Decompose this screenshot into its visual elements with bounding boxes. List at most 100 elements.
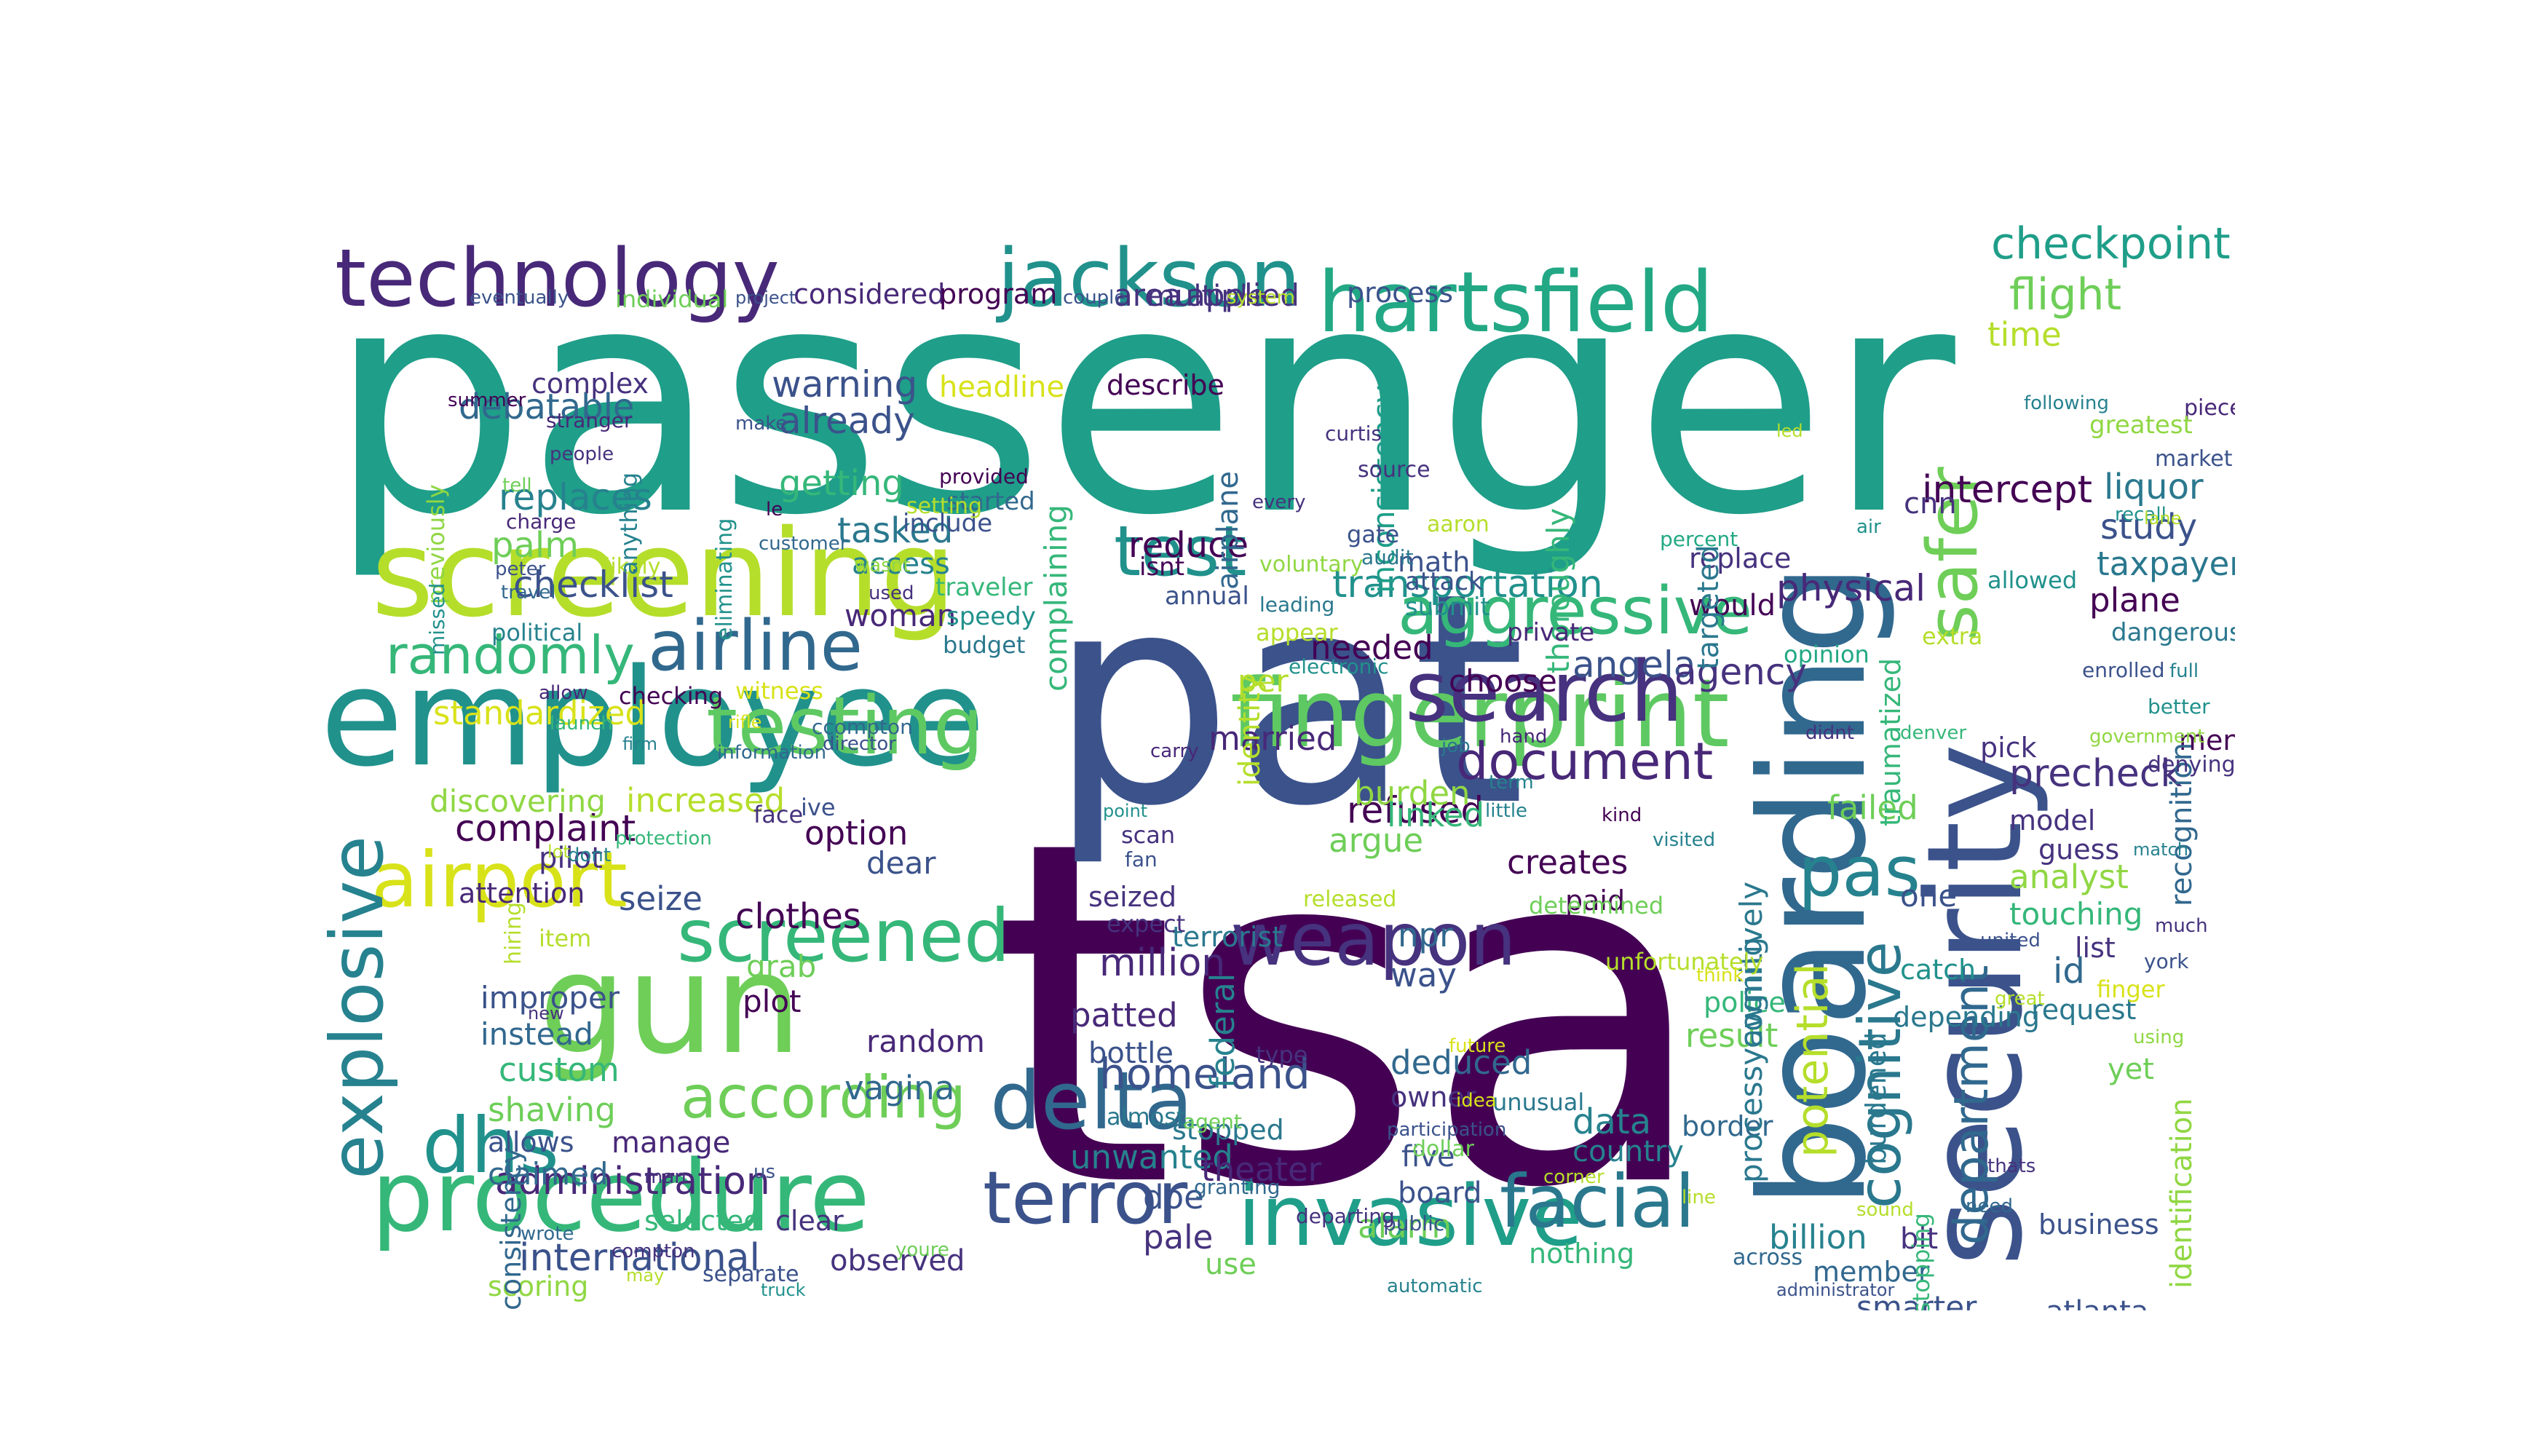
cloud-word-process: process	[1347, 277, 1453, 309]
cloud-word-missed: missed	[425, 583, 449, 655]
cloud-word-protection: protection	[615, 828, 712, 850]
cloud-word-rifle: rifle	[728, 712, 761, 732]
cloud-word-delta: delta	[990, 1054, 1193, 1147]
cloud-word-pat: pat	[1048, 531, 1526, 870]
cloud-word-may: may	[626, 1265, 664, 1286]
cloud-word-npr: npr	[1398, 916, 1453, 954]
cloud-word-voluntary: voluntary	[1259, 552, 1364, 577]
cloud-word-point: point	[1103, 801, 1147, 821]
cloud-word-instead: instead	[480, 1016, 593, 1052]
cloud-word-selected: selected	[644, 1205, 761, 1237]
cloud-word-border: border	[1682, 1110, 1773, 1142]
cloud-word-program: program	[939, 278, 1057, 310]
cloud-word-clothes: clothes	[735, 896, 861, 937]
cloud-word-anything: anything	[615, 472, 643, 575]
cloud-word-dhs: dhs	[422, 1101, 559, 1190]
cloud-word-option: option	[804, 814, 908, 852]
cloud-word-wasnt: wasnt	[854, 555, 910, 577]
cloud-word-hiring: hiring	[501, 902, 526, 965]
cloud-word-allows: allows	[488, 1126, 574, 1158]
cloud-word-document: document	[1456, 732, 1713, 791]
cloud-word-stranger: stranger	[546, 408, 633, 432]
cloud-word-analyst: analyst	[2009, 858, 2129, 896]
cloud-word-increased: increased	[626, 781, 785, 820]
cloud-word-started: started	[946, 487, 1035, 516]
cloud-word-facial: facial	[1500, 1159, 1695, 1244]
cloud-word-following: following	[2024, 392, 2109, 414]
cloud-word-test: test	[1114, 512, 1246, 592]
cloud-word-pick: pick	[1980, 732, 2037, 764]
cloud-word-job: job	[1441, 735, 1471, 757]
cloud-word-aggressive: aggressive	[1398, 573, 1752, 649]
cloud-word-automatic: automatic	[1387, 1275, 1483, 1297]
cloud-word-people: people	[550, 443, 614, 465]
cloud-word-consistency: consistency	[495, 1147, 527, 1310]
cloud-word-angela: angela	[1572, 644, 1696, 686]
cloud-word-great: great	[1995, 988, 2045, 1010]
cloud-word-tasked: tasked	[837, 510, 953, 551]
cloud-word-ccompton: ccompton	[812, 715, 913, 739]
cloud-word-used: used	[869, 582, 914, 604]
cloud-word-united: united	[1980, 930, 2041, 951]
cloud-word-standardized: standardized	[433, 694, 646, 732]
cloud-word-vagina: vagina	[844, 1069, 954, 1107]
cloud-word-processyawning: processyawning	[1733, 937, 1769, 1183]
cloud-word-doe: doe	[1143, 1178, 1204, 1216]
cloud-word-precheck: precheck	[2009, 752, 2182, 796]
cloud-word-stopped: stopped	[1172, 1114, 1284, 1146]
cloud-word-stopping: stopping	[1907, 1213, 1935, 1310]
cloud-word-list: list	[2075, 932, 2116, 964]
cloud-word-tell: tell	[502, 475, 532, 496]
cloud-word-participation: participation	[1387, 1119, 1506, 1141]
cloud-word-public: public	[1383, 1211, 1444, 1235]
cloud-word-denying: denying	[2148, 752, 2235, 778]
cloud-word-one: one	[1900, 878, 1957, 914]
cloud-word-screened: screened	[677, 893, 1010, 978]
cloud-word-identity: identity	[1233, 675, 1267, 786]
cloud-word-political: political	[491, 619, 582, 646]
cloud-word-aaron: aaron	[1427, 512, 1489, 537]
cloud-word-request: request	[2031, 994, 2136, 1026]
cloud-word-denver: denver	[1900, 722, 1966, 744]
cloud-word-cnn: cnn	[1904, 487, 1957, 521]
cloud-word-eventually: eventually	[470, 287, 569, 309]
cloud-word-manage: manage	[612, 1126, 730, 1160]
cloud-word-ive: ive	[801, 794, 836, 821]
cloud-word-id: id	[2053, 951, 2085, 992]
cloud-word-percent: percent	[1660, 527, 1738, 551]
cloud-word-fan: fan	[1125, 847, 1158, 871]
cloud-word-government: government	[2089, 726, 2205, 748]
cloud-word-system: system	[1227, 287, 1295, 309]
cloud-word-seized: seized	[1088, 881, 1176, 913]
cloud-word-customer: customer	[759, 533, 848, 555]
cloud-word-hand: hand	[1500, 726, 1547, 748]
cloud-word-married: married	[1208, 719, 1337, 758]
cloud-word-corner: corner	[1543, 1166, 1605, 1188]
cloud-word-item: item	[539, 925, 591, 952]
cloud-word-face: face	[753, 801, 803, 828]
cloud-word-gun: gun	[539, 924, 802, 1085]
cloud-word-lane: lane	[2144, 508, 2181, 529]
cloud-word-granting: granting	[1194, 1175, 1280, 1199]
cloud-word-attack: attack	[1405, 567, 1483, 596]
cloud-word-security: security	[1899, 743, 2052, 1267]
cloud-word-pale: pale	[1143, 1218, 1213, 1257]
cloud-word-released: released	[1303, 887, 1396, 912]
cloud-word-jackson: jackson	[996, 232, 1300, 325]
cloud-word-thats: thats	[1987, 1155, 2035, 1177]
cloud-word-employee: employee	[320, 639, 985, 796]
cloud-word-plot: plot	[743, 984, 802, 1019]
cloud-word-catch: catch	[1900, 954, 1976, 986]
cloud-word-led: led	[1776, 421, 1803, 441]
cloud-word-touching: touching	[2009, 896, 2143, 932]
cloud-word-cognitive: cognitive	[1846, 941, 1914, 1208]
cloud-word-source: source	[1358, 457, 1431, 483]
cloud-word-flight: flight	[2009, 269, 2121, 320]
cloud-word-administrator: administrator	[1776, 1280, 1894, 1300]
cloud-word-random: random	[866, 1024, 985, 1059]
cloud-word-reduce: reduce	[1128, 525, 1249, 566]
cloud-word-term: term	[1489, 772, 1534, 794]
cloud-word-search: search	[1405, 644, 1683, 741]
cloud-word-invasive: invasive	[1238, 1168, 1583, 1265]
